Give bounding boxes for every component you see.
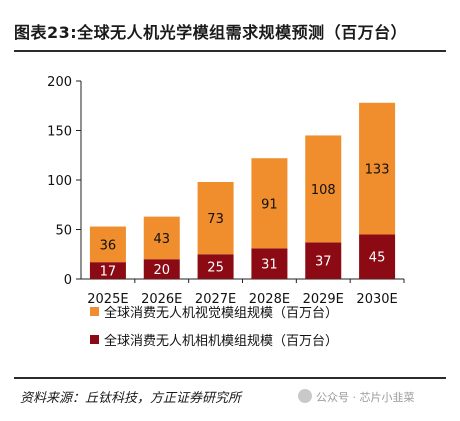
x-tick-label: 2027E (195, 292, 236, 307)
chart-title-row: 图表23:全球无人机光学模组需求规模预测（百万台） (14, 22, 446, 44)
data-label: 108 (311, 183, 336, 198)
data-label: 37 (315, 255, 332, 270)
bar-segment-vision-module (305, 135, 342, 243)
x-tick-label: 2026E (141, 292, 182, 307)
y-tick-label: 150 (47, 125, 72, 140)
data-label: 25 (207, 261, 224, 276)
bar-segment-camera-module (89, 262, 126, 279)
legend-swatch (90, 307, 99, 316)
bar-segment-camera-module (305, 242, 342, 279)
data-label: 91 (261, 197, 278, 212)
bar-segment-vision-module (197, 181, 234, 255)
x-tick-label: 2028E (249, 292, 290, 307)
data-label: 31 (261, 258, 278, 273)
bar-segment-camera-module (359, 234, 396, 279)
legend-label: 全球消费无人机相机模组规模（百万台） (104, 333, 338, 349)
data-label: 17 (100, 265, 117, 280)
bar-segment-vision-module (143, 216, 180, 260)
watermark: 公众号 · 芯片小韭菜 (298, 389, 415, 405)
legend-label: 全球消费无人机视觉模组规模（百万台） (104, 305, 338, 321)
x-tick-label: 2025E (87, 292, 128, 307)
data-label: 43 (153, 232, 170, 247)
x-tick-label: 2030E (356, 292, 397, 307)
wechat-icon (298, 389, 312, 403)
y-tick-label: 50 (55, 224, 72, 239)
bar-segment-camera-module (251, 248, 288, 279)
data-label: 73 (207, 212, 224, 227)
y-tick-label: 100 (47, 174, 72, 189)
chart-title: 图表23:全球无人机光学模组需求规模预测（百万台） (14, 23, 408, 42)
bar-segment-camera-module (197, 254, 234, 279)
stacked-bar-chart: 0 50 100 150 200 17 36 2025E 20 43 2026E 25 73 2027E 3… (47, 75, 405, 349)
data-label: 133 (365, 163, 390, 178)
title-divider (14, 50, 446, 52)
y-tick-label: 200 (47, 75, 72, 90)
bar-segment-camera-module (143, 259, 180, 279)
bar-segment-vision-module (251, 158, 288, 249)
source-note: 资料来源：丘钛科技，方正证券研究所 (20, 391, 242, 406)
bar-segment-vision-module (89, 226, 126, 263)
y-tick-label: 0 (64, 273, 72, 288)
x-tick-label: 2029E (303, 292, 344, 307)
data-label: 20 (153, 263, 170, 278)
legend-swatch (90, 335, 99, 344)
bar-segment-vision-module (359, 102, 396, 235)
source-divider (14, 377, 446, 379)
watermark-text: 公众号 · 芯片小韭菜 (316, 391, 415, 404)
data-label: 36 (100, 238, 117, 253)
data-label: 45 (369, 251, 386, 266)
